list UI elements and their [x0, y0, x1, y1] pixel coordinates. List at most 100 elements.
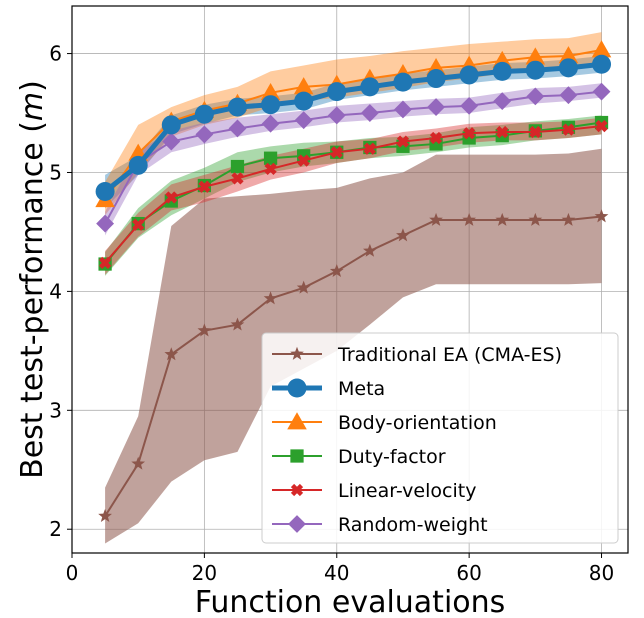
series-lines	[95, 40, 612, 522]
data-point	[287, 378, 307, 398]
data-point	[290, 346, 304, 360]
data-point	[287, 412, 307, 430]
data-point	[327, 82, 347, 102]
data-point	[592, 54, 612, 74]
data-point	[162, 132, 181, 151]
axis-ticks: 0 20 40 60 80 2 3 4 5 6	[49, 42, 614, 585]
data-point	[595, 119, 608, 133]
data-point	[290, 483, 304, 497]
data-point	[526, 87, 545, 106]
data-point	[559, 86, 578, 105]
data-point	[594, 209, 609, 223]
data-point	[263, 291, 278, 305]
x-tick-label: 80	[589, 561, 614, 585]
data-point	[230, 317, 245, 331]
data-point	[296, 280, 311, 294]
data-point	[393, 72, 413, 92]
data-point	[429, 131, 443, 145]
data-point	[396, 228, 410, 242]
data-point	[263, 151, 278, 165]
data-point	[462, 212, 477, 226]
y-tick-label: 3	[49, 398, 62, 422]
x-tick-label: 20	[192, 561, 217, 585]
data-point	[529, 125, 542, 139]
data-point	[294, 111, 313, 130]
data-point	[198, 180, 211, 193]
data-point	[96, 214, 115, 233]
legend-label: Duty-factor	[338, 446, 446, 468]
legend-label: Meta	[338, 378, 385, 400]
data-point	[194, 104, 214, 124]
data-point	[528, 212, 543, 226]
data-point	[231, 172, 244, 185]
data-point	[230, 159, 245, 174]
data-point	[297, 154, 310, 167]
data-point	[329, 263, 344, 278]
data-point	[427, 98, 445, 117]
series-line	[104, 125, 602, 264]
plot-frame	[71, 5, 629, 554]
data-point	[261, 114, 280, 133]
confidence-band	[105, 32, 602, 216]
data-point	[362, 243, 377, 257]
data-point	[492, 61, 512, 81]
data-point	[288, 515, 306, 533]
series-line	[104, 49, 602, 201]
data-point	[98, 256, 112, 269]
data-point	[363, 142, 376, 155]
data-point	[558, 58, 578, 78]
y-tick-label: 5	[49, 160, 62, 184]
data-point	[330, 146, 343, 159]
y-tick-label: 6	[49, 42, 62, 66]
legend-label: Random-weight	[338, 514, 488, 536]
series-line	[104, 90, 602, 225]
data-point	[360, 77, 380, 97]
data-point	[396, 135, 410, 148]
series-group	[95, 54, 612, 202]
data-point	[463, 127, 476, 140]
series-group	[96, 82, 611, 233]
data-point	[290, 449, 304, 463]
data-point	[429, 212, 443, 226]
data-point	[426, 69, 446, 89]
data-point	[562, 123, 575, 136]
data-point	[165, 191, 178, 204]
data-point	[496, 125, 509, 139]
data-point	[360, 104, 379, 122]
data-point	[164, 347, 179, 361]
data-point	[98, 508, 112, 522]
data-point	[525, 47, 546, 65]
data-point	[227, 97, 247, 117]
confidence-band	[105, 148, 602, 544]
data-point	[131, 456, 146, 470]
x-tick-label: 0	[66, 561, 79, 585]
y-axis-title: Best test-performance (m)	[15, 80, 50, 479]
legend: Traditional EA (CMA-ES) Meta Body-orientat…	[261, 332, 619, 544]
data-point	[592, 82, 611, 101]
y-axis-title-unit: m	[15, 92, 50, 121]
data-point	[561, 212, 576, 226]
data-point	[261, 95, 281, 115]
legend-box	[261, 332, 619, 544]
data-point	[327, 106, 346, 125]
data-point	[394, 100, 412, 119]
x-axis-title: Function evaluations	[195, 585, 506, 618]
data-point	[493, 92, 512, 111]
data-point	[264, 162, 277, 176]
data-point	[128, 155, 148, 175]
legend-label: Traditional EA (CMA-ES)	[337, 344, 562, 366]
y-tick-label: 4	[49, 279, 62, 303]
data-point	[460, 96, 479, 115]
y-axis-title-part: )	[15, 80, 50, 92]
data-point	[495, 212, 510, 226]
data-point	[525, 60, 545, 80]
data-point	[95, 182, 115, 202]
data-point	[161, 115, 181, 135]
data-point	[293, 77, 314, 95]
legend-label: Linear-velocity	[338, 480, 476, 502]
data-point	[132, 218, 145, 231]
series-line	[103, 61, 602, 194]
series-line	[104, 215, 602, 517]
legend-label: Body-orientation	[338, 412, 497, 434]
